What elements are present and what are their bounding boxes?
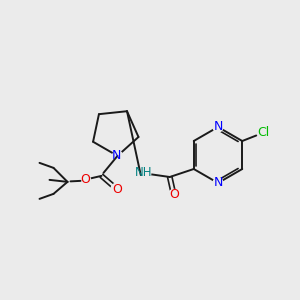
Text: NH: NH <box>135 166 152 178</box>
Text: Cl: Cl <box>257 127 269 140</box>
Circle shape <box>112 151 122 161</box>
Text: O: O <box>169 188 179 202</box>
Circle shape <box>213 122 223 132</box>
Text: N: N <box>213 121 223 134</box>
Circle shape <box>213 178 223 188</box>
Text: N: N <box>112 149 121 162</box>
Text: O: O <box>81 173 90 186</box>
Circle shape <box>80 175 91 185</box>
Circle shape <box>137 166 151 180</box>
Text: O: O <box>112 183 122 196</box>
Circle shape <box>111 183 122 194</box>
Text: N: N <box>213 176 223 190</box>
Circle shape <box>168 190 179 200</box>
